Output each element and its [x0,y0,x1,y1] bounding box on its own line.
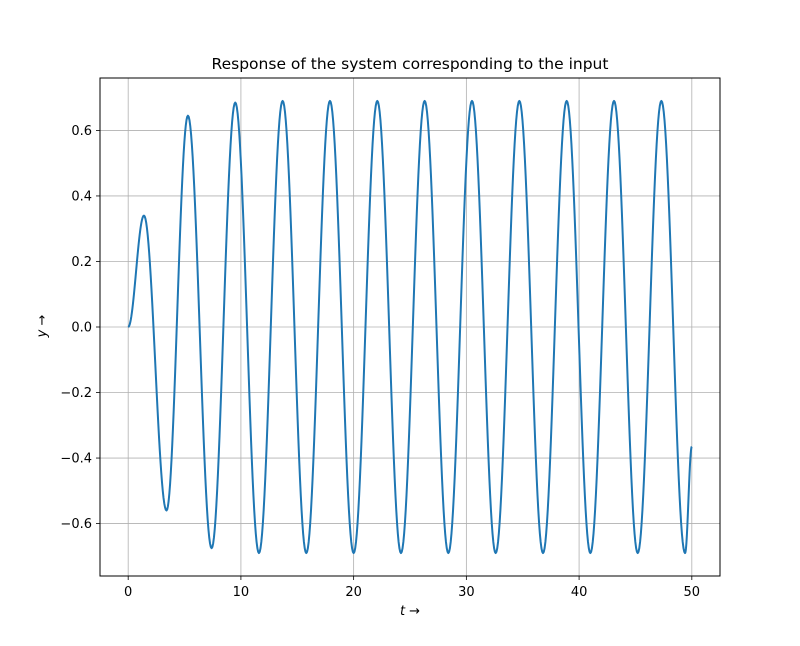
x-tick-label: 10 [233,585,250,600]
series-line-group [127,99,693,555]
y-tick-label: −0.2 [60,386,92,401]
x-tick-label: 40 [571,585,588,600]
x-tick-label: 0 [124,585,132,600]
x-tick-label: 20 [345,585,362,600]
chart-title: Response of the system corresponding to … [212,55,609,73]
y-tick-label: 0.2 [71,255,92,270]
grid [100,78,720,576]
y-tick-label: 0.6 [71,124,92,139]
series-line [127,99,693,555]
y-axis-label: y → [35,315,50,339]
x-tick-label: 50 [684,585,701,600]
y-tick-label: 0.4 [71,189,92,204]
y-tick-label: −0.4 [60,452,92,467]
y-tick-label: −0.6 [60,517,92,532]
ticks: 0 10 20 30 40 50 −0.6 −0.4 −0.2 0.0 0.2 0.4 0.6 [60,124,700,600]
y-tick-label: 0.0 [71,321,92,336]
x-axis-label: t → [400,604,420,619]
x-tick-label: 30 [458,585,475,600]
